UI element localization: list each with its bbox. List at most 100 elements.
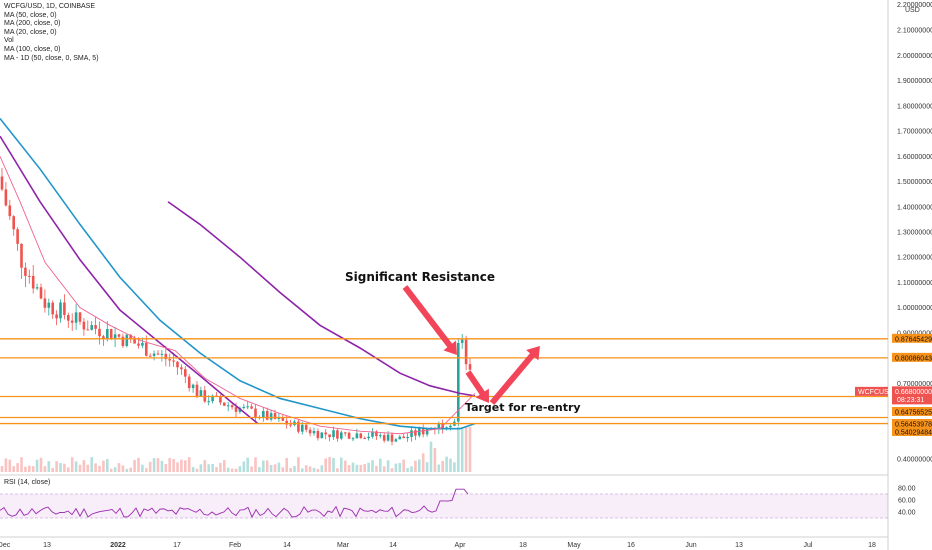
- candle-body: [59, 302, 62, 319]
- candle-body: [211, 395, 214, 402]
- volume-bar: [55, 461, 58, 472]
- arrow-resistance-down[interactable]: [402, 285, 457, 355]
- candle-body: [67, 314, 70, 321]
- candle-body: [74, 312, 78, 323]
- volume-bar: [297, 457, 300, 472]
- candle-body: [464, 339, 468, 365]
- volume-bar: [86, 464, 90, 472]
- candle-body: [145, 342, 148, 356]
- volume-bar: [211, 463, 214, 472]
- volume-bar: [59, 463, 62, 472]
- volume-bar: [90, 457, 93, 472]
- candle-body: [20, 243, 23, 268]
- symbol-badge-text: WCFCUSD: [858, 389, 894, 396]
- candle-body: [379, 435, 382, 437]
- time-tick-label: Jul: [804, 542, 813, 549]
- volume-bar: [460, 427, 464, 472]
- candle-body: [332, 430, 335, 438]
- price-tick-label: 1.70000000: [897, 129, 932, 136]
- volume-bar: [281, 467, 285, 472]
- volume-bar: [359, 465, 363, 472]
- level-badge: [892, 352, 932, 362]
- annotation-arrows[interactable]: [402, 285, 540, 405]
- candle-body: [421, 428, 425, 435]
- volume-bar: [141, 464, 144, 472]
- candle-body: [180, 367, 183, 370]
- time-tick-label: 16: [627, 542, 635, 549]
- volume-bar: [82, 460, 86, 472]
- candle-body: [24, 267, 27, 276]
- volume-bar: [410, 466, 413, 472]
- candle-body: [285, 420, 288, 425]
- volume-bar: [355, 464, 359, 472]
- volume-bar: [234, 468, 238, 472]
- candle-body: [406, 436, 409, 439]
- volume-bar: [324, 458, 327, 472]
- volume-bar: [137, 457, 140, 472]
- volume-bar: [28, 465, 31, 472]
- volume-bar: [316, 468, 320, 472]
- rsi-tick-label: 80.00: [898, 486, 916, 493]
- last-price-text: 0.66800000: [895, 389, 932, 396]
- arrow-breakout-up[interactable]: [489, 346, 540, 405]
- volume-bar: [230, 468, 234, 472]
- volume-bar: [67, 467, 70, 472]
- candle-body: [184, 369, 187, 377]
- level-badge-text: 0.87645429: [895, 336, 932, 343]
- volume-bar: [464, 427, 468, 472]
- rsi-legend: RSI (14, close): [4, 479, 51, 486]
- volume-bar: [70, 457, 74, 472]
- candle-body: [410, 430, 413, 437]
- volume-bar: [445, 456, 448, 472]
- candle-body: [386, 434, 390, 441]
- candle-body: [312, 430, 316, 434]
- volume-bar: [164, 464, 168, 472]
- chart-grid: [0, 0, 889, 550]
- time-tick-label: May: [567, 542, 581, 549]
- candle-body: [219, 396, 222, 403]
- volume-bars: [0, 427, 472, 472]
- candle-body: [425, 428, 429, 435]
- volume-bar: [285, 457, 288, 472]
- candle-body: [223, 402, 226, 406]
- candle-body: [242, 406, 246, 409]
- candle-body: [262, 411, 265, 418]
- annotation-target-reentry[interactable]: Target for re-entry: [465, 401, 581, 414]
- time-tick-label: Mar: [337, 542, 350, 549]
- volume-bar: [113, 467, 117, 472]
- candle-body: [289, 424, 292, 426]
- candle-body: [320, 432, 324, 439]
- volume-bar: [109, 468, 113, 472]
- volume-bar: [74, 461, 78, 472]
- candle-body: [460, 339, 464, 343]
- volume-bar: [351, 462, 355, 472]
- candle-body: [28, 275, 31, 277]
- legend-item-ma50: MA (50, close, 0): [4, 11, 57, 19]
- candle-body: [125, 334, 129, 347]
- candle-body: [250, 406, 253, 409]
- volume-bar: [449, 458, 452, 472]
- volume-bar: [160, 460, 164, 472]
- candle-body: [43, 298, 47, 308]
- time-axis[interactable]: Dec 13 2022 17 Feb 14 Mar 14 Apr 18 May 16 Jun 13 Jul 1…: [0, 542, 876, 549]
- volume-bar: [441, 460, 444, 472]
- last-price-badge: [892, 386, 932, 405]
- volume-bar: [8, 459, 12, 472]
- volume-bar: [145, 468, 148, 472]
- horizontal-levels[interactable]: [0, 338, 888, 425]
- candle-body: [363, 438, 366, 440]
- volume-bar: [390, 468, 394, 472]
- candle-body: [16, 229, 19, 244]
- volume-bar: [133, 459, 136, 472]
- volume-bar: [39, 457, 43, 472]
- candle-body: [47, 302, 51, 308]
- candle-body: [148, 355, 152, 357]
- candle-body: [191, 384, 195, 389]
- volume-bar: [343, 460, 347, 472]
- volume-bar: [238, 466, 242, 472]
- price-tick-label: 1.10000000: [897, 280, 932, 287]
- annotation-significant-resistance[interactable]: Significant Resistance: [345, 270, 495, 284]
- level-badge-text: 0.54029484: [895, 430, 932, 437]
- arrow-target-down[interactable]: [465, 370, 489, 403]
